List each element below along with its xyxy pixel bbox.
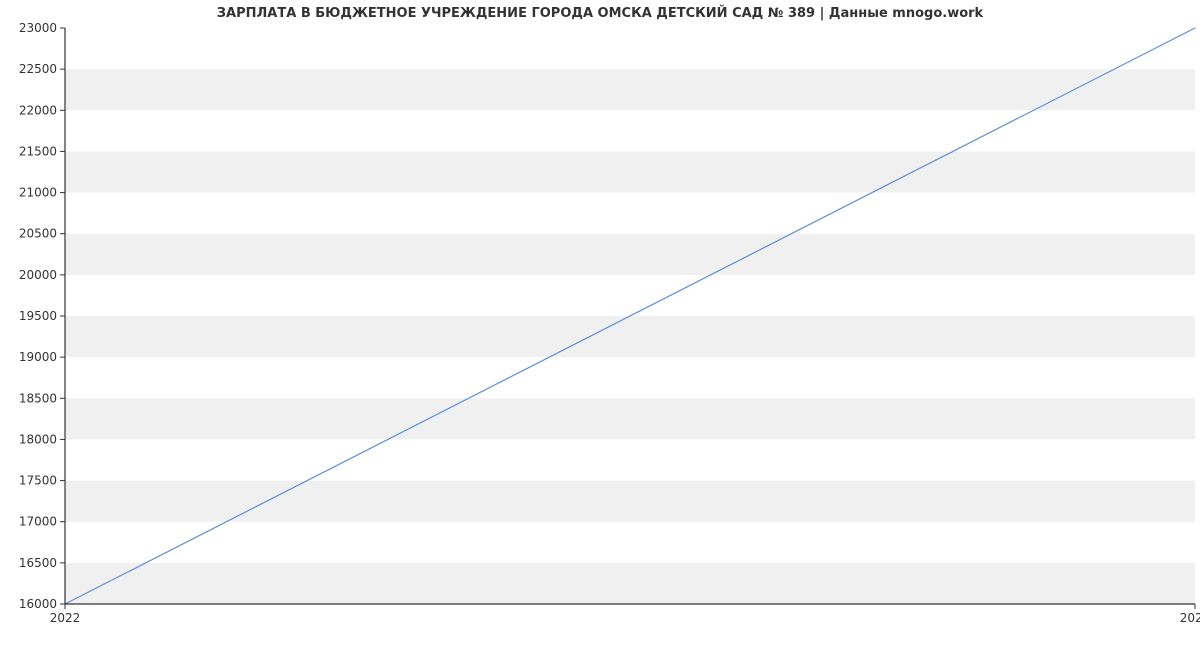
y-tick-label: 17500 [19, 474, 57, 488]
chart-svg: 16000 16500 17000 17500 18000 18500 19000 19500… [0, 0, 1200, 650]
grid-band [65, 28, 1195, 69]
y-tick-label: 18000 [19, 432, 57, 446]
grid-band [65, 481, 1195, 522]
grid-band [65, 110, 1195, 151]
y-tick-label: 19000 [19, 350, 57, 364]
grid-band [65, 151, 1195, 192]
y-tick-label: 20500 [19, 227, 57, 241]
y-tick-label: 23000 [19, 21, 57, 35]
grid-band [65, 398, 1195, 439]
y-tick-label: 19500 [19, 309, 57, 323]
y-tick-label: 16500 [19, 556, 57, 570]
x-tick-label: 2022 [50, 611, 81, 625]
y-tick-label: 18500 [19, 391, 57, 405]
y-tick-label: 21500 [19, 144, 57, 158]
chart-title: ЗАРПЛАТА В БЮДЖЕТНОЕ УЧРЕЖДЕНИЕ ГОРОДА О… [0, 6, 1200, 21]
y-tick-label: 20000 [19, 268, 57, 282]
y-tick-label: 17000 [19, 515, 57, 529]
grid-band [65, 316, 1195, 357]
salary-line-chart: ЗАРПЛАТА В БЮДЖЕТНОЕ УЧРЕЖДЕНИЕ ГОРОДА О… [0, 0, 1200, 650]
grid-band [65, 234, 1195, 275]
y-tick-label: 22000 [19, 103, 57, 117]
grid-band [65, 357, 1195, 398]
y-tick-label: 16000 [19, 597, 57, 611]
grid-band [65, 439, 1195, 480]
y-tick-label: 22500 [19, 62, 57, 76]
grid-band [65, 522, 1195, 563]
grid-band [65, 563, 1195, 604]
y-tick-label: 21000 [19, 186, 57, 200]
grid-band [65, 275, 1195, 316]
grid-band [65, 193, 1195, 234]
x-tick-label: 2024 [1180, 611, 1200, 625]
grid-band [65, 69, 1195, 110]
